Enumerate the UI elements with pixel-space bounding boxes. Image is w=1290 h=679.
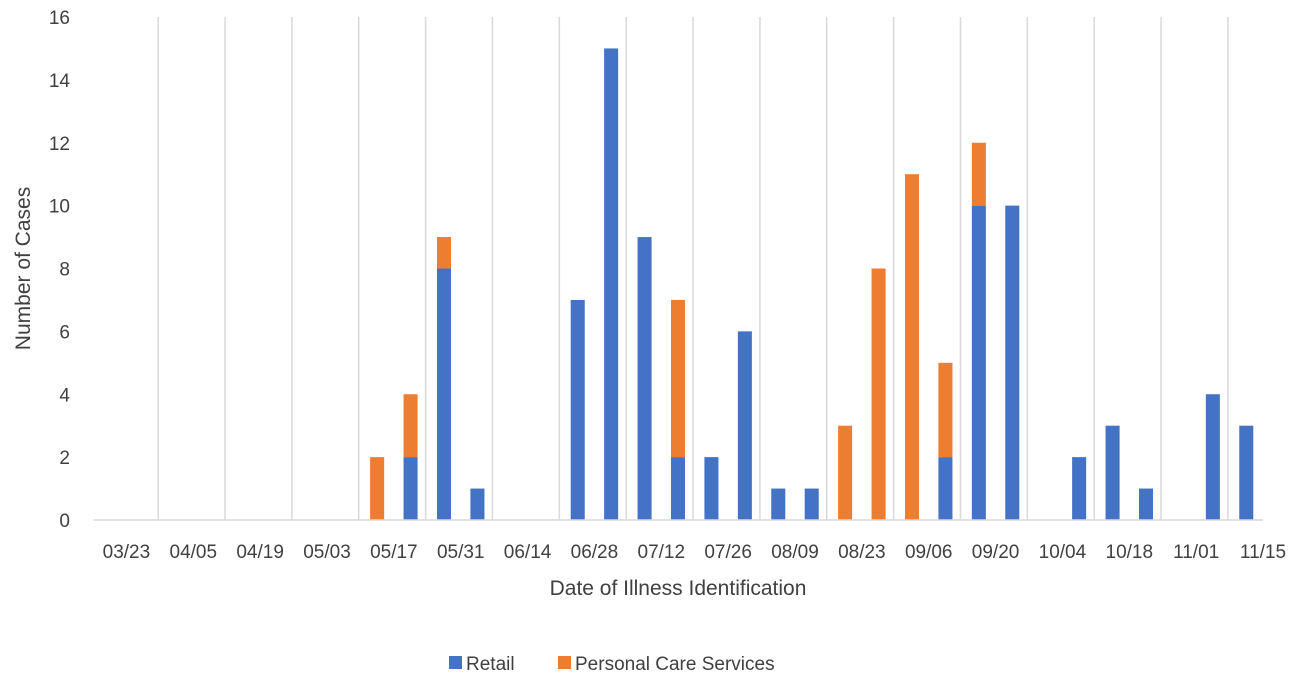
y-tick-label: 16 [49, 8, 70, 29]
y-tick-label: 6 [59, 322, 70, 343]
bar-personal-care-services [971, 142, 986, 206]
bar-retail [704, 457, 719, 520]
bar-retail [1138, 488, 1154, 520]
bar-personal-care-services [838, 425, 853, 520]
x-tick-label: 11/15 [1240, 542, 1286, 563]
bar-retail [1005, 205, 1020, 520]
x-axis-ticks: 03/23 04/05 04/19 05/03 05/17 05/31 06/14 06/28… [103, 542, 1286, 563]
bar-retail [403, 457, 418, 520]
legend-swatch [558, 656, 571, 669]
x-tick-label: 07/12 [638, 542, 686, 563]
bar-retail [637, 237, 652, 520]
x-tick-label: 08/23 [838, 542, 886, 563]
x-tick-label: 06/28 [571, 542, 619, 563]
bar-personal-care-services [670, 299, 686, 458]
bar-personal-care-services [436, 237, 452, 269]
bar-retail [604, 48, 619, 520]
legend-label: Personal Care Services [575, 654, 775, 675]
y-axis-ticks: 0 2 4 6 8 10 12 14 16 [49, 8, 71, 532]
legend-label: Retail [466, 654, 515, 675]
bar-retail [570, 299, 585, 520]
x-tick-label: 10/18 [1106, 542, 1154, 563]
bar-retail [670, 457, 686, 520]
y-tick-label: 2 [59, 448, 70, 469]
bar-retail [971, 205, 986, 520]
bar-retail [771, 488, 786, 520]
x-tick-label: 10/04 [1039, 542, 1087, 563]
bar-retail [737, 331, 752, 520]
bar-retail [470, 488, 485, 520]
bar-retail [938, 457, 953, 520]
x-tick-label: 04/05 [170, 542, 218, 563]
x-tick-label: 09/20 [972, 542, 1020, 563]
bar-personal-care-services [403, 394, 418, 458]
x-tick-label: 05/31 [437, 542, 485, 563]
legend-swatch [449, 656, 462, 669]
x-tick-label: 05/03 [303, 542, 351, 563]
bar-retail [804, 488, 819, 520]
x-tick-label: 04/19 [236, 542, 284, 563]
bar-retail [1239, 425, 1254, 520]
bar-personal-care-services [370, 457, 385, 520]
x-tick-label: 07/26 [704, 542, 752, 563]
x-tick-label: 06/14 [504, 542, 552, 563]
y-tick-label: 12 [49, 134, 70, 155]
y-tick-label: 4 [59, 385, 70, 406]
bar-retail [1205, 394, 1220, 520]
bar-personal-care-services [871, 268, 886, 520]
x-tick-label: 08/09 [771, 542, 819, 563]
bar-retail [436, 268, 452, 520]
y-tick-label: 8 [59, 260, 70, 281]
y-axis-title: Number of Cases [12, 187, 35, 350]
legend: Retail Personal Care Services [449, 654, 775, 675]
x-tick-label: 09/06 [905, 542, 953, 563]
x-tick-label: 11/01 [1173, 542, 1219, 563]
x-axis-title: Date of Illness Identification [550, 577, 807, 600]
bar-series [370, 48, 1254, 520]
bar-personal-care-services [938, 362, 953, 458]
bar-retail [1105, 425, 1120, 520]
vertical-gridlines [157, 17, 1229, 520]
bar-retail [1072, 457, 1087, 520]
y-tick-label: 10 [49, 197, 70, 218]
y-tick-label: 14 [49, 71, 71, 92]
bar-personal-care-services [904, 174, 920, 520]
x-tick-label: 05/17 [370, 542, 418, 563]
y-tick-label: 0 [59, 511, 70, 532]
x-tick-label: 03/23 [103, 542, 151, 563]
